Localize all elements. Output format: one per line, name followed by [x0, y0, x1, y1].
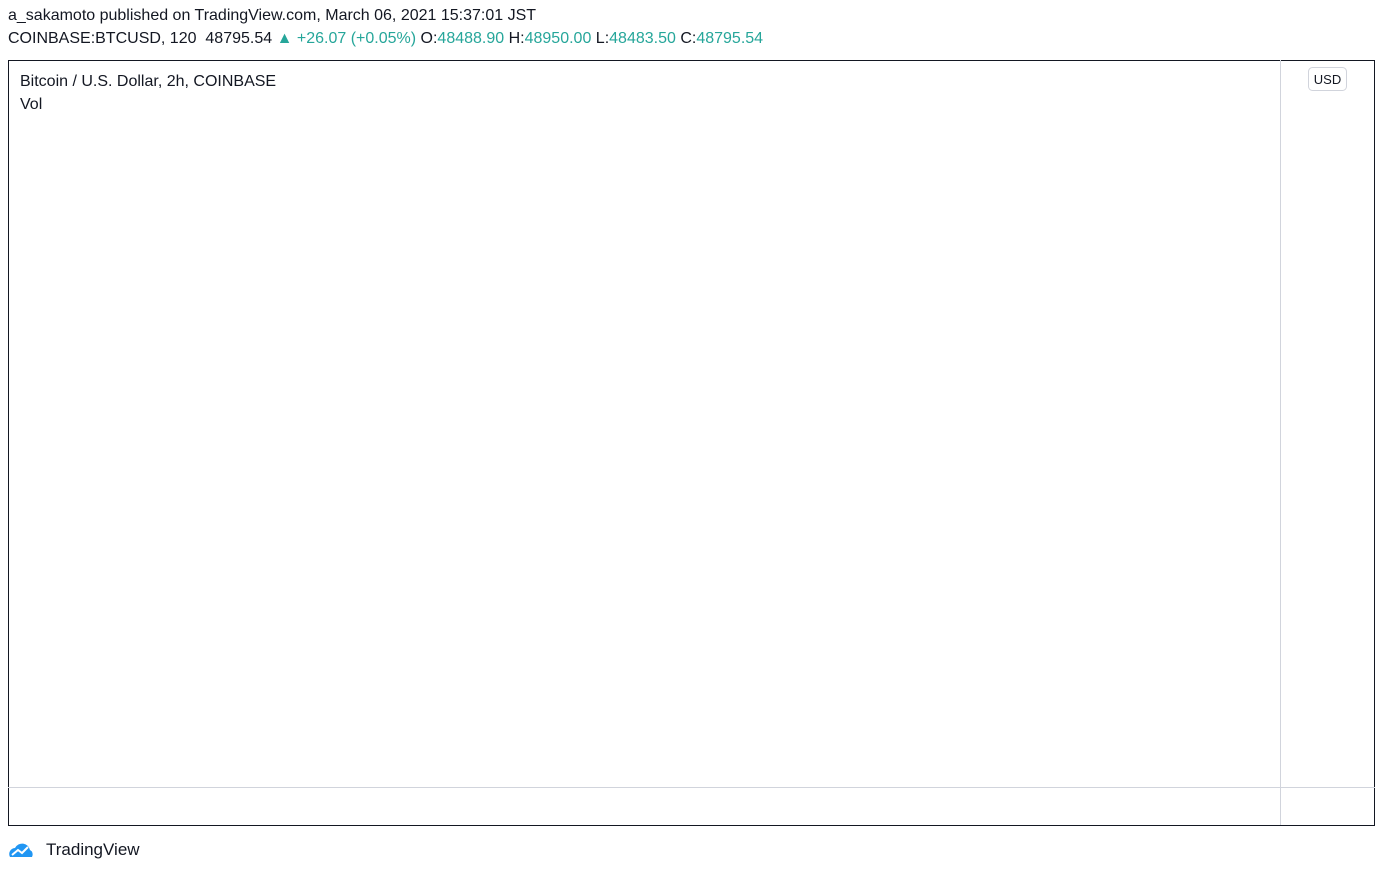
- price: 48795.54: [205, 30, 273, 47]
- chart-frame: [8, 60, 1375, 826]
- publisher-line: a_sakamoto published on TradingView.com,…: [8, 7, 537, 24]
- h-label: H:: [508, 30, 525, 47]
- chart-title: Bitcoin / U.S. Dollar, 2h, COINBASE: [20, 73, 276, 90]
- l: 48483.50: [609, 30, 676, 47]
- brand: TradingView: [46, 840, 140, 859]
- currency-button[interactable]: [1308, 67, 1347, 91]
- currency[interactable]: USD: [1314, 72, 1341, 87]
- c: 48795.54: [696, 30, 764, 47]
- o: 48488.90: [437, 30, 505, 47]
- volume-label: Vol: [20, 96, 42, 113]
- change: +26.07 (+0.05%): [296, 30, 417, 47]
- h: 48950.00: [524, 30, 592, 47]
- arrow: ▲: [276, 30, 293, 47]
- symbol: COINBASE:BTCUSD, 120: [8, 30, 197, 47]
- brand-logo: [9, 843, 33, 857]
- o-label: O:: [420, 30, 438, 47]
- quote-line: COINBASE:BTCUSD, 120 48795.54 ▲ +26.07 (…: [8, 30, 763, 48]
- l-label: L:: [595, 30, 610, 47]
- c-label: C:: [680, 30, 697, 47]
